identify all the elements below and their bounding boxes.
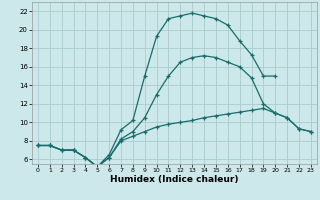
X-axis label: Humidex (Indice chaleur): Humidex (Indice chaleur) — [110, 175, 239, 184]
